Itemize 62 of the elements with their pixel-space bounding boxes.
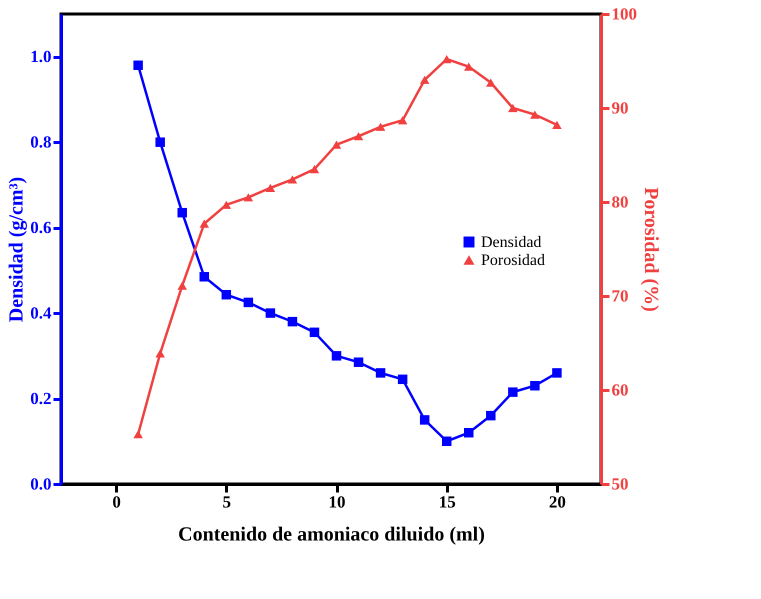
point	[288, 316, 298, 326]
y2-tick-label: 60	[612, 380, 628, 400]
y2-tick-label: 100	[612, 4, 637, 24]
x-tick-label: 10	[328, 492, 346, 512]
point	[177, 282, 187, 290]
y-axis-title: Densidad (g/cm³)	[5, 176, 28, 322]
point	[530, 110, 540, 119]
point	[354, 357, 364, 367]
point	[442, 436, 452, 446]
point	[266, 308, 276, 318]
point	[177, 208, 187, 218]
point	[133, 60, 143, 70]
x-tick-label: 20	[548, 492, 566, 512]
point	[200, 272, 210, 282]
x-tick-label: 15	[438, 492, 456, 512]
y-tick-label: 1.0	[30, 47, 52, 66]
y2-tick-label: 50	[612, 474, 628, 494]
point	[420, 415, 430, 425]
y-tick-label: 0.6	[30, 218, 52, 238]
y-tick-label: 0.0	[30, 474, 52, 494]
point	[486, 410, 496, 420]
point	[155, 349, 165, 358]
point	[442, 55, 452, 64]
point	[530, 380, 540, 390]
y2-tick-label: 70	[612, 286, 628, 306]
point	[332, 351, 342, 361]
point	[552, 120, 562, 130]
y2-tick-label: 90	[612, 98, 628, 118]
legend-label: Densidad	[481, 234, 542, 251]
legend-label: Porosidad	[481, 252, 545, 269]
point	[552, 368, 562, 378]
y-tick-label: 0.8	[30, 132, 52, 152]
point	[464, 428, 474, 438]
point	[222, 200, 232, 209]
point	[222, 290, 232, 300]
point	[508, 104, 518, 112]
point	[266, 184, 276, 192]
point	[376, 122, 386, 131]
point	[288, 175, 298, 184]
point	[354, 132, 364, 140]
point	[332, 140, 342, 149]
point	[244, 298, 254, 308]
point	[200, 220, 210, 228]
y2-axis-title: Porosidad (%)	[640, 187, 662, 312]
y2-tick-label: 80	[612, 192, 628, 212]
point	[244, 193, 254, 202]
point	[508, 387, 518, 397]
point	[376, 368, 386, 378]
point	[486, 78, 496, 87]
y-tick-label: 0.4	[30, 304, 52, 323]
point	[310, 328, 320, 338]
point	[133, 430, 143, 438]
point	[398, 116, 408, 124]
y-tick-label: 0.2	[30, 389, 52, 408]
x-axis-title: Contenido de amoniaco diluido (ml)	[178, 524, 485, 546]
point	[464, 62, 474, 71]
x-tick-label: 0	[112, 492, 121, 512]
point	[420, 76, 430, 84]
point	[398, 374, 408, 384]
point	[310, 164, 320, 174]
x-tick-label: 5	[222, 492, 232, 512]
point	[155, 137, 165, 147]
